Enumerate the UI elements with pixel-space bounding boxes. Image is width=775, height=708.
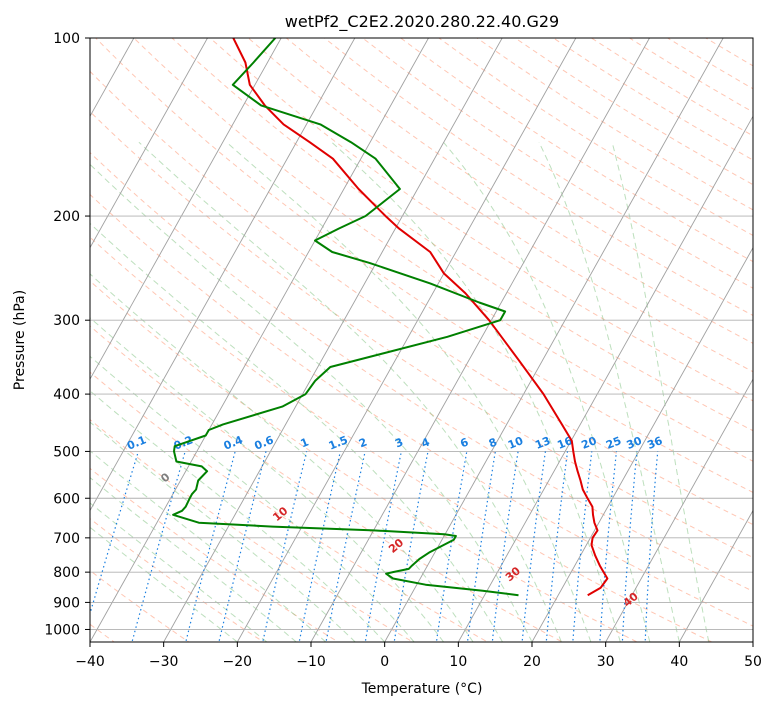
isotherm (10, 11, 370, 654)
y-tick-label: 1000 (44, 622, 80, 638)
mixing-ratio-label: 1 (299, 436, 311, 451)
dry-adiabat (0, 11, 358, 654)
x-tick-label: −20 (223, 654, 253, 670)
chart-title: wetPf2_C2E2.2020.280.22.40.G29 (285, 12, 559, 32)
mixing-ratio-label: 10 (506, 434, 525, 452)
mixing-ratio-label: 0.4 (222, 433, 245, 452)
dry-adiabat (440, 11, 775, 654)
y-tick-label: 200 (53, 209, 80, 225)
x-tick-label: −10 (296, 654, 326, 670)
dry-adiabat-label: 40 (621, 590, 641, 610)
isotherm (0, 11, 296, 654)
mixing-ratio-line (466, 451, 495, 654)
y-axis: 100 200 300 400 500 600 700 800 900 1000 (44, 31, 90, 638)
y-axis-label: Pressure (hPa) (12, 290, 28, 390)
x-tick-label: 20 (523, 654, 541, 670)
isotherm (0, 11, 223, 654)
mixing-ratio-line (260, 451, 306, 654)
x-axis-label: Temperature (°C) (361, 681, 483, 697)
mixing-ratio-label: 4 (420, 435, 432, 450)
y-tick-label: 500 (53, 444, 80, 460)
mixing-ratio-line (78, 451, 138, 654)
isotherm (231, 11, 591, 654)
isotherm (746, 11, 775, 654)
isotherm (673, 11, 775, 654)
y-tick-label: 300 (53, 313, 80, 329)
temperature-trace (233, 38, 607, 595)
x-tick-label: 0 (380, 654, 389, 670)
moist-adiabat (68, 142, 533, 642)
mixing-ratio-line (324, 451, 365, 654)
skew-t-chart: wetPf2_C2E2.2020.280.22.40.G29 0.1 0.2 0.4… (0, 0, 775, 708)
isotherm (83, 11, 443, 654)
dry-adiabat-label: 20 (386, 536, 406, 556)
mixing-ratio-line (491, 451, 518, 654)
dry-adiabat (0, 11, 509, 654)
dry-adiabat (366, 11, 775, 654)
mixing-ratio-line (435, 451, 467, 654)
mixing-ratio-line (297, 451, 341, 654)
isotherm (304, 11, 664, 654)
mixing-ratio-line (183, 451, 235, 654)
mixing-ratio-line (216, 451, 266, 654)
y-tick-label: 600 (53, 491, 80, 507)
sounding-traces (173, 38, 607, 595)
dry-adiabat (662, 11, 775, 654)
x-tick-label: 10 (449, 654, 467, 670)
background-lines (0, 11, 775, 654)
mixing-ratio-label: 0.1 (125, 433, 148, 452)
mixing-ratio-label: 1.5 (327, 433, 350, 452)
dry-adiabat-label: 0 (158, 470, 172, 485)
x-axis: −40 −30 −20 −10 0 10 20 30 40 50 (75, 642, 762, 670)
dry-adiabat (625, 11, 775, 654)
x-tick-label: −40 (75, 654, 105, 670)
x-tick-label: 30 (597, 654, 615, 670)
moist-adiabat (9, 142, 503, 642)
y-tick-label: 900 (53, 595, 80, 611)
x-tick-label: 40 (670, 654, 688, 670)
moist-adiabat (539, 142, 679, 642)
mixing-ratio-label: 3 (393, 436, 405, 451)
isotherm (0, 11, 2, 654)
x-tick-label: −30 (149, 654, 179, 670)
mixing-ratio-line (129, 451, 185, 654)
mixing-ratio-label: 8 (487, 436, 499, 451)
moist-adiabat (0, 142, 326, 642)
mixing-ratio-label: 0.6 (253, 433, 276, 452)
dry-adiabat (0, 11, 434, 654)
dry-adiabat (329, 11, 775, 654)
mixing-ratio-label: 36 (645, 434, 664, 452)
y-tick-label: 100 (53, 31, 80, 47)
mixing-ratio-line (622, 451, 637, 654)
mixing-ratio-label: 30 (625, 434, 644, 452)
plot-frame (90, 38, 753, 642)
isotherm (599, 11, 775, 654)
moist-adiabat (443, 142, 650, 642)
dry-adiabat (33, 11, 775, 654)
y-tick-label: 700 (53, 531, 80, 547)
x-tick-label: 50 (744, 654, 762, 670)
mixing-ratio-label: 25 (604, 434, 623, 452)
isotherm (525, 11, 775, 654)
dry-adiabat-label: 30 (503, 564, 523, 584)
dry-adiabat-label: -10 (0, 371, 3, 394)
dry-adiabat (588, 11, 775, 654)
moist-adiabat (0, 142, 296, 642)
dry-adiabat (0, 11, 207, 654)
moist-adiabat (227, 142, 591, 642)
dry-adiabat (514, 11, 775, 654)
dry-adiabat (0, 11, 661, 654)
moist-adiabat (0, 142, 237, 642)
mixing-ratio-label: 2 (357, 436, 369, 451)
y-tick-label: 800 (53, 565, 80, 581)
y-tick-label: 400 (53, 387, 80, 403)
